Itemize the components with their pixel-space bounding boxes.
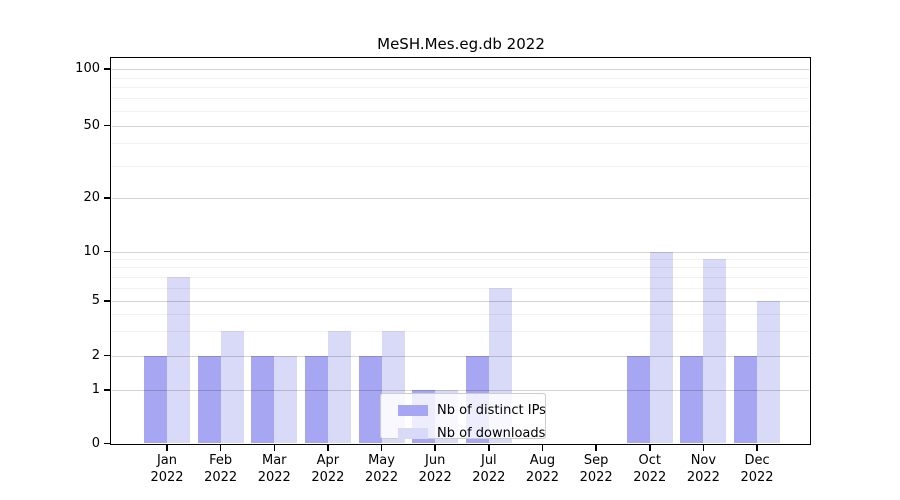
grid-line-minor-90 [112,77,809,79]
x-tick-jan [166,445,168,451]
x-tick-label-apr: Apr 2022 [311,452,345,485]
bar-nb-of-downloads-apr [327,331,351,443]
legend-label-downloads: Nb of downloads [437,425,546,441]
y-tick-label-1: 1 [91,382,100,397]
bar-nb-of-distinct-ips-apr [304,355,328,443]
y-tick-0 [104,442,110,445]
bar-nb-of-downloads-oct [649,251,673,443]
y-tick-label-10: 10 [83,243,100,259]
y-tick-50 [104,124,110,127]
y-tick-1 [104,389,110,391]
x-tick-jul [488,445,490,451]
grid-line-major-1 [112,390,809,391]
x-tick-dec [756,445,758,451]
grid-line-minor-30 [112,165,809,167]
grid-line-minor-70 [112,98,809,100]
x-tick-label-mar: Mar 2022 [257,452,291,485]
bar-nb-of-distinct-ips-may [358,355,382,443]
x-tick-label-oct: Oct 2022 [633,452,667,485]
x-tick-label-jan: Jan 2022 [150,452,184,485]
y-tick-100 [104,68,110,70]
chart-title: MeSH.Mes.eg.db 2022 [377,35,545,53]
y-tick-label-2: 2 [91,347,100,363]
x-tick-feb [219,445,222,451]
bar-nb-of-distinct-ips-nov [680,355,704,443]
x-tick-label-may: May 2022 [365,452,399,485]
grid-line-minor-4 [112,314,809,316]
y-tick-10 [104,250,110,253]
y-tick-label-100: 100 [75,61,100,76]
x-tick-jun [434,445,436,451]
legend-item-distinct-ips: Nb of distinct IPs [398,399,546,422]
bar-nb-of-downloads-dec [757,301,781,443]
grid-line-minor-9 [112,259,809,261]
x-tick-aug [541,445,544,451]
y-tick-label-5: 5 [91,293,100,308]
legend-swatch-downloads [398,427,428,440]
grid-line-major-10 [112,251,809,253]
bar-nb-of-distinct-ips-jan [144,355,167,443]
grid-line-minor-80 [112,87,809,89]
x-tick-label-dec: Dec 2022 [740,452,774,485]
grid-line-minor-60 [112,110,809,112]
bar-nb-of-distinct-ips-oct [626,355,650,443]
bar-nb-of-distinct-ips-dec [734,355,758,443]
grid-line-minor-7 [112,276,809,278]
grid-layer [112,59,809,443]
grid-line-major-5 [112,301,809,302]
legend-item-downloads: Nb of downloads [398,422,545,445]
y-tick-label-20: 20 [83,190,100,205]
x-tick-label-aug: Aug 2022 [525,452,560,485]
legend-label-distinct-ips: Nb of distinct IPs [437,402,546,418]
y-tick-label-50: 50 [83,117,100,133]
x-tick-label-feb: Feb 2022 [204,452,238,485]
bar-nb-of-downloads-mar [274,355,298,443]
x-tick-sep [595,445,597,451]
x-tick-label-nov: Nov 2022 [686,452,720,485]
x-tick-mar [273,445,276,451]
x-tick-label-sep: Sep 2022 [579,452,613,485]
x-tick-apr [327,445,329,451]
legend-swatch-distinct-ips [398,404,428,417]
x-tick-label-jun: Jun 2022 [418,452,452,485]
grid-line-major-100 [112,69,809,70]
grid-line-minor-6 [112,287,809,289]
y-tick-label-0: 0 [91,435,100,451]
y-tick-20 [104,197,110,199]
grid-line-major-50 [112,125,809,127]
legend: Nb of distinct IPs Nb of downloads [380,393,546,441]
grid-line-major-2 [112,355,809,357]
y-tick-5 [104,300,110,302]
grid-line-minor-3 [112,331,809,333]
grid-line-major-20 [112,198,809,199]
bar-nb-of-downloads-feb [220,331,244,443]
bar-nb-of-distinct-ips-feb [197,355,221,443]
bar-nb-of-distinct-ips-mar [251,355,275,443]
bar-nb-of-downloads-nov [703,259,727,443]
y-tick-2 [104,354,110,357]
grid-line-minor-8 [112,267,809,269]
grid-line-minor-40 [112,143,809,145]
x-tick-may [380,445,383,451]
bar-nb-of-downloads-jan [167,276,190,443]
x-tick-oct [649,445,651,451]
x-tick-label-jul: Jul 2022 [472,452,506,485]
x-tick-nov [702,445,705,451]
